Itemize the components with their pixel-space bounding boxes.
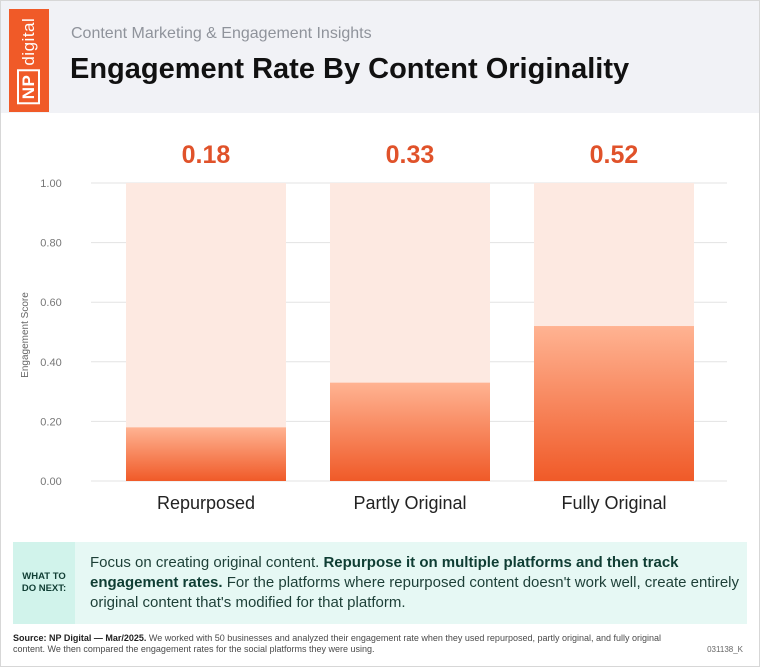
y-tick-label: 0.20 [40, 416, 61, 428]
bar-value-label: 0.18 [182, 141, 231, 169]
bar-chart: 0.00 0.20 0.40 0.60 0.80 1.00 0.18 Repurposed 0… [20, 141, 727, 513]
y-tick-label: 0.60 [40, 297, 61, 309]
page-title: Engagement Rate By Content Originality [70, 53, 630, 85]
y-axis-label: Engagement Score [20, 292, 31, 378]
bar-partly-original [330, 382, 490, 481]
bar-value-label: 0.33 [386, 141, 435, 169]
y-tick-label: 0.00 [40, 476, 61, 488]
page-subtitle: Content Marketing & Engagement Insights [71, 25, 372, 42]
x-tick-label: Partly Original [353, 493, 466, 513]
y-tick-label: 0.40 [40, 357, 61, 369]
bar-fully-original [534, 326, 694, 481]
what-to-do-next-text: Focus on creating original content. Repu… [90, 554, 739, 611]
y-tick-label: 0.80 [40, 238, 61, 250]
bar-repurposed [126, 427, 286, 481]
bar-value-label: 0.52 [590, 141, 639, 169]
what-to-do-next-box: WHAT TO DO NEXT: Focus on creating origin… [13, 542, 747, 624]
y-tick-label: 1.00 [40, 178, 61, 190]
x-tick-label: Repurposed [157, 493, 255, 513]
np-digital-logo: NPdigital [9, 9, 49, 112]
header: NPdigital Content Marketing & Engagement… [1, 1, 759, 113]
source-note: Source: NP Digital — Mar/2025. We worked… [13, 633, 662, 654]
document-code: 031138_K [707, 645, 743, 654]
what-to-do-next-label: WHAT TO DO NEXT: [13, 542, 75, 624]
x-tick-label: Fully Original [561, 493, 666, 513]
